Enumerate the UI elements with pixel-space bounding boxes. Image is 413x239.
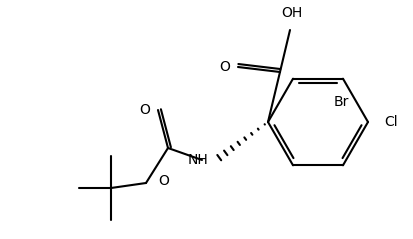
Text: Cl: Cl [384,115,398,129]
Text: O: O [219,60,230,74]
Text: Br: Br [333,95,349,109]
Text: O: O [139,103,150,117]
Text: NH: NH [187,153,208,167]
Text: O: O [158,174,169,188]
Text: OH: OH [281,6,303,20]
